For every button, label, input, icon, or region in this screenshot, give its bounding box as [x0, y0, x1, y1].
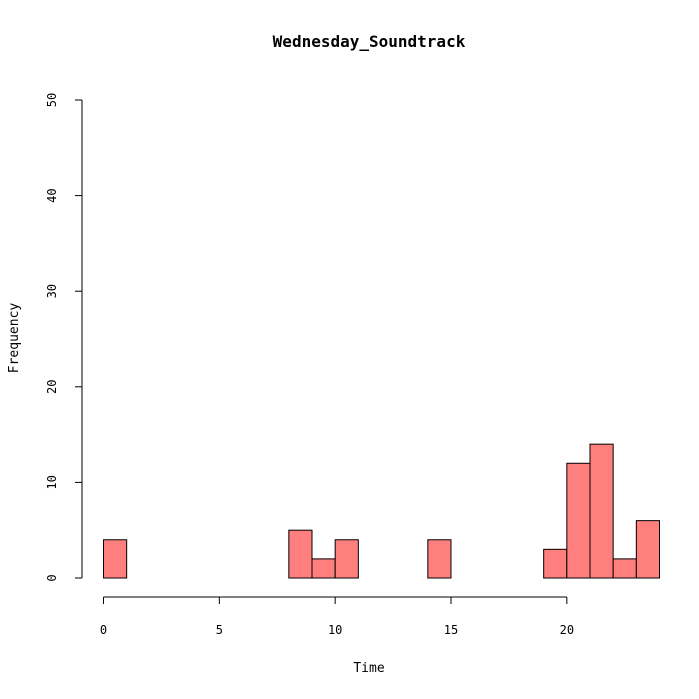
x-tick-label: 20 [560, 623, 574, 637]
bars-group [103, 443, 660, 579]
x-tick-label: 5 [216, 623, 223, 637]
histogram-bar [635, 520, 660, 579]
histogram-bar [427, 539, 452, 579]
y-tick-label: 50 [45, 93, 59, 107]
x-axis-label: Time [353, 661, 384, 676]
x-axis: 0 5 10 15 20 [100, 596, 574, 637]
histogram-bar [543, 548, 568, 579]
y-tick-label: 0 [45, 574, 59, 581]
y-axis-label: Frequency [7, 303, 22, 374]
histogram-bar [288, 529, 313, 579]
x-tick-label: 0 [100, 623, 107, 637]
y-tick-label: 10 [45, 475, 59, 489]
chart-title: Wednesday_Soundtrack [273, 32, 466, 51]
histogram-bar [311, 558, 336, 579]
x-tick-label: 10 [328, 623, 342, 637]
histogram-bar [566, 462, 591, 579]
histogram-bar [334, 539, 359, 579]
y-tick-label: 20 [45, 380, 59, 394]
y-tick-label: 30 [45, 284, 59, 298]
y-tick-label: 40 [45, 188, 59, 202]
histogram-bar [612, 558, 637, 579]
x-tick-label: 15 [444, 623, 458, 637]
histogram-bar [589, 443, 614, 579]
histogram-bar [103, 539, 128, 579]
y-axis: 0 10 20 30 40 50 [45, 93, 83, 582]
